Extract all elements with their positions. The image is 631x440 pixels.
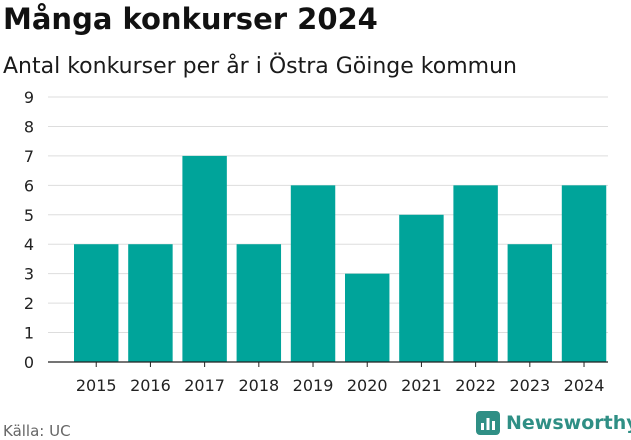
- y-tick-label: 0: [24, 353, 34, 372]
- brand-name: Newsworthy: [506, 412, 631, 434]
- bar: [290, 185, 336, 362]
- x-tick-label: 2023: [509, 376, 550, 395]
- bar: [561, 185, 607, 362]
- x-tick-label: 2016: [130, 376, 171, 395]
- x-tick-label: 2022: [455, 376, 496, 395]
- y-tick-label: 2: [24, 294, 34, 313]
- y-tick-label: 3: [24, 265, 34, 284]
- x-tick-label: 2017: [184, 376, 225, 395]
- source-note: Källa: UC: [3, 422, 71, 440]
- chart-title: Många konkurser 2024: [3, 2, 378, 36]
- bar: [507, 244, 553, 362]
- y-tick-label: 4: [24, 235, 34, 254]
- bar: [236, 244, 282, 362]
- bar: [399, 214, 444, 362]
- bar: [128, 244, 173, 362]
- y-tick-label: 8: [24, 117, 34, 136]
- bar: [74, 244, 119, 362]
- y-tick-label: 5: [24, 206, 34, 225]
- x-tick-label: 2024: [564, 376, 605, 395]
- x-tick-label: 2018: [238, 376, 279, 395]
- brand-logo: Newsworthy: [476, 409, 631, 437]
- y-tick-label: 7: [24, 147, 34, 166]
- x-tick-label: 2015: [76, 376, 117, 395]
- x-tick-label: 2019: [293, 376, 334, 395]
- y-tick-label: 1: [24, 324, 34, 343]
- bar: [182, 155, 227, 362]
- bar: [345, 273, 390, 362]
- x-tick-label: 2021: [401, 376, 442, 395]
- y-tick-label: 6: [24, 176, 34, 195]
- x-tick-label: 2020: [347, 376, 388, 395]
- y-tick-label: 9: [24, 88, 34, 107]
- bar: [453, 185, 498, 362]
- bar-chart-icon: [476, 411, 500, 435]
- chart-subtitle: Antal konkurser per år i Östra Göinge ko…: [3, 54, 517, 79]
